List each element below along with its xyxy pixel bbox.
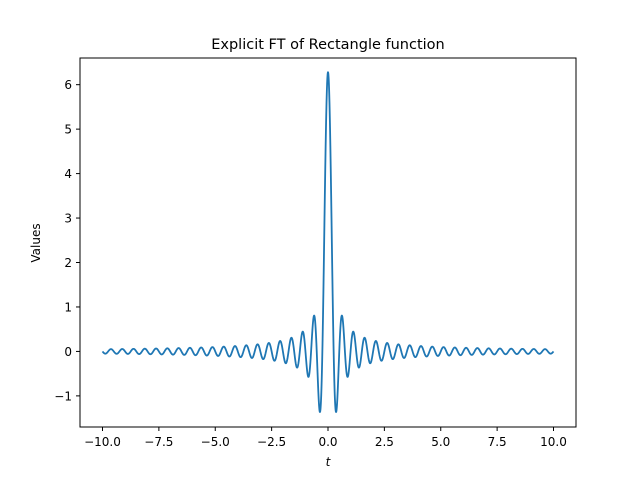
x-tick-label: 2.5 [375, 435, 394, 449]
y-tick-label: 2 [64, 256, 72, 270]
y-tick-label: 0 [64, 345, 72, 359]
x-tick-label: 10.0 [540, 435, 567, 449]
y-tick-label: 6 [64, 78, 72, 92]
x-tick-label: 5.0 [431, 435, 450, 449]
x-tick-label: −2.5 [257, 435, 286, 449]
x-tick-label: 7.5 [488, 435, 507, 449]
y-tick-label: 4 [64, 167, 72, 181]
y-tick-label: 5 [64, 123, 72, 137]
chart-title: Explicit FT of Rectangle function [211, 37, 445, 53]
y-tick-label: 1 [64, 300, 72, 314]
x-axis-label: t [326, 455, 332, 469]
y-axis: −1 0 1 2 3 4 5 6 [54, 78, 80, 403]
x-tick-label: −7.5 [144, 435, 173, 449]
series-line [101, 71, 555, 413]
x-tick-label: −10.0 [84, 435, 121, 449]
y-tick-label: 3 [64, 212, 72, 226]
x-axis: −10.0 −7.5 −5.0 −2.5 0.0 2.5 5.0 7.5 10.0 [84, 427, 567, 449]
x-tick-label: −5.0 [201, 435, 230, 449]
y-axis-label: Values [29, 223, 43, 262]
x-tick-label: 0.0 [318, 435, 337, 449]
y-tick-label: −1 [54, 389, 72, 403]
series-layer [101, 71, 555, 413]
